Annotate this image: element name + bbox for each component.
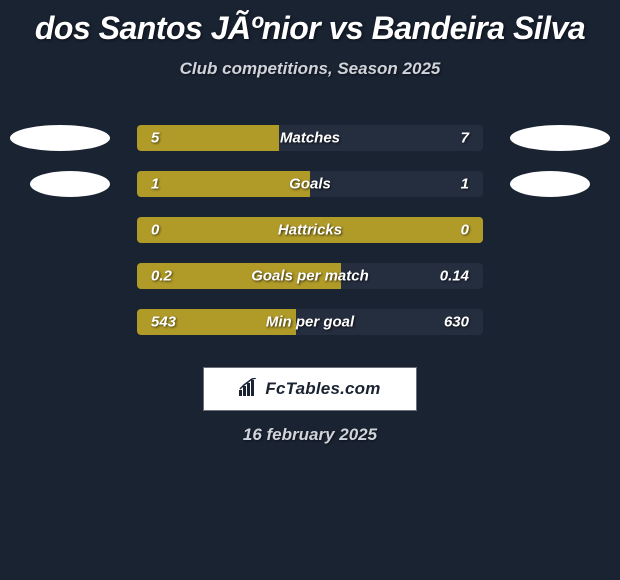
stats-chart: 5 7 Matches 1 1 Goals 0 0 Hattricks 0.2 0.14 Goals … [0,115,620,345]
stat-left-value: 5 [151,130,159,147]
stat-right-value: 7 [461,130,469,147]
stat-bar: 0 0 Hattricks [137,217,483,243]
stat-row: 543 630 Min per goal [10,299,610,345]
stat-bar: 0.2 0.14 Goals per match [137,263,483,289]
stat-label: Goals per match [251,268,369,285]
stat-left-value: 0 [151,222,159,239]
logo-suffix: Tables.com [286,379,381,398]
player-left-avatar [10,125,110,151]
page-subtitle: Club competitions, Season 2025 [0,59,620,79]
stat-bar: 543 630 Min per goal [137,309,483,335]
stat-left-value: 1 [151,176,159,193]
stat-label: Hattricks [278,222,342,239]
stat-right-value: 0 [461,222,469,239]
stat-row: 0 0 Hattricks [10,207,610,253]
stat-row: 1 1 Goals [10,161,610,207]
bar-right [310,171,483,197]
logo-prefix: Fc [265,379,285,398]
player-right-avatar [510,171,590,197]
bar-left [137,171,310,197]
stat-row: 0.2 0.14 Goals per match [10,253,610,299]
page-title: dos Santos JÃºnior vs Bandeira Silva [0,10,620,47]
chart-bars-icon [239,378,261,401]
stat-left-value: 543 [151,314,176,331]
stat-right-value: 630 [444,314,469,331]
date-label: 16 february 2025 [0,425,620,445]
stat-bar: 5 7 Matches [137,125,483,151]
stat-label: Goals [289,176,331,193]
stat-bar: 1 1 Goals [137,171,483,197]
stat-right-value: 0.14 [440,268,469,285]
stat-left-value: 0.2 [151,268,172,285]
stat-row: 5 7 Matches [10,115,610,161]
stat-right-value: 1 [461,176,469,193]
comparison-container: dos Santos JÃºnior vs Bandeira Silva Clu… [0,0,620,445]
stat-label: Min per goal [266,314,354,331]
player-right-avatar [510,125,610,151]
fctables-logo: FcTables.com [203,367,417,411]
logo-text: FcTables.com [265,379,380,399]
stat-label: Matches [280,130,340,147]
player-left-avatar [30,171,110,197]
